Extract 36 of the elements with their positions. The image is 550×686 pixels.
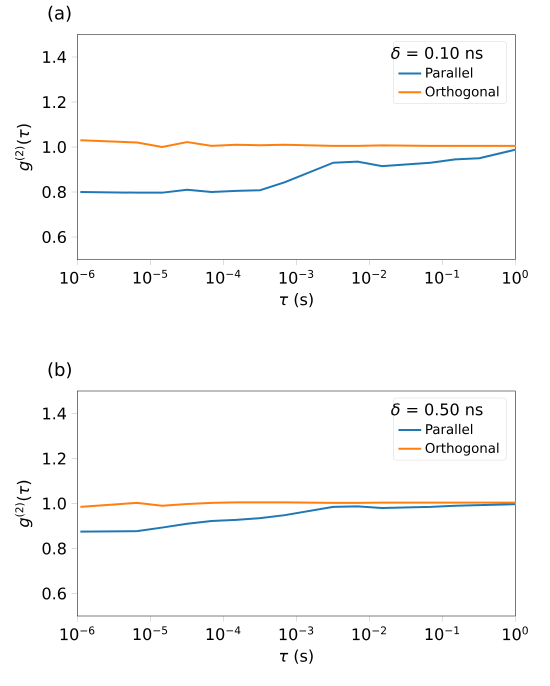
x-tick-label: 10$^{−4}$ [206,270,240,284]
y-tick-label: 0.8 [42,186,66,198]
x-axis-title: τ (s) [280,293,313,308]
legend-title: δ = 0.10 ns [391,46,482,59]
chart-title: (a) [48,6,71,22]
x-tick-label: 10$^{−6}$ [60,270,94,284]
x-tick-label: 10$^{0}$ [503,270,528,284]
legend-label: Orthogonal [426,86,498,100]
y-tick-label: 1.0 [43,497,66,510]
x-tick-label: 10$^{−3}$ [280,626,314,640]
x-tick-label: 10$^{−5}$ [134,270,168,284]
x-tick-label: 10$^{−2}$ [352,270,386,284]
x-tick-label: 10$^{−4}$ [206,626,240,640]
x-tick-label: 10$^{−5}$ [134,626,168,640]
y-tick-label: 1.4 [43,51,66,63]
legend-title: δ = 0.50 ns [391,403,482,416]
y-tick-label: 1.4 [43,408,66,420]
y-axis-title: g$^{(2)}$(τ) [15,124,32,171]
chart-title: (b) [48,362,71,378]
y-tick-label: 1.2 [43,96,66,108]
x-tick-label: 10$^{−1}$ [426,626,460,640]
x-tick-label: 10$^{−3}$ [280,270,314,284]
x-tick-label: 10$^{0}$ [503,626,528,640]
y-tick-label: 1.0 [43,140,66,154]
y-tick-label: 0.6 [42,587,66,600]
x-tick-label: 10$^{−6}$ [60,626,94,640]
x-axis-title: τ (s) [280,650,313,664]
x-tick-label: 10$^{−2}$ [352,626,386,640]
y-tick-label: 0.6 [42,230,66,244]
y-tick-label: 0.8 [42,542,66,555]
y-axis-title: g$^{(2)}$(τ) [15,480,32,528]
y-tick-label: 1.2 [43,452,66,464]
legend-label: Parallel [426,67,472,78]
legend-label: Orthogonal [426,442,498,456]
legend-label: Parallel [426,424,472,434]
x-tick-label: 10$^{−1}$ [426,270,460,284]
